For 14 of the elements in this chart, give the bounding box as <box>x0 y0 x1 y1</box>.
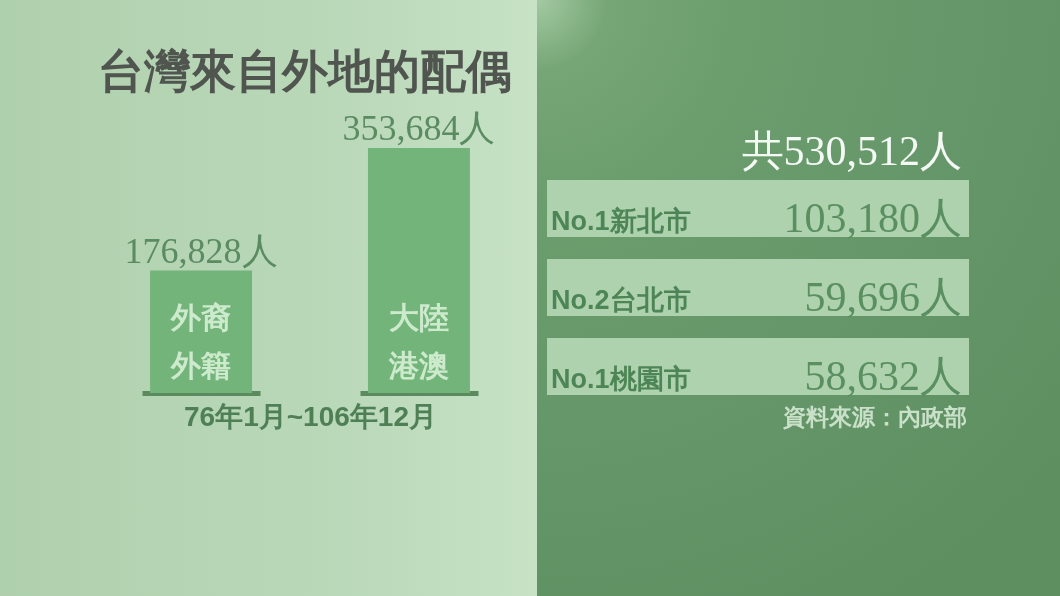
text: No.2台北市 <box>551 285 691 315</box>
text: 共530,512人 <box>741 128 962 174</box>
chart-title: 台灣來自外地的配偶 <box>98 45 512 97</box>
text: No.1桃園市 <box>551 364 691 394</box>
x-tick-label: 外裔外籍 <box>170 301 232 382</box>
data-label: 176,828人 <box>124 230 278 271</box>
x-tick-label: 大陸港澳 <box>387 301 449 382</box>
text: No.1新北市 <box>551 206 691 236</box>
text: 58,632人 <box>804 353 962 399</box>
x-axis-title: 76年1月~106年12月 <box>184 400 437 432</box>
source-note: 資料來源：內政部 <box>782 404 967 430</box>
text: 59,696人 <box>804 274 962 320</box>
text: 103,180人 <box>783 195 962 241</box>
data-label: 353,684人 <box>342 108 496 148</box>
